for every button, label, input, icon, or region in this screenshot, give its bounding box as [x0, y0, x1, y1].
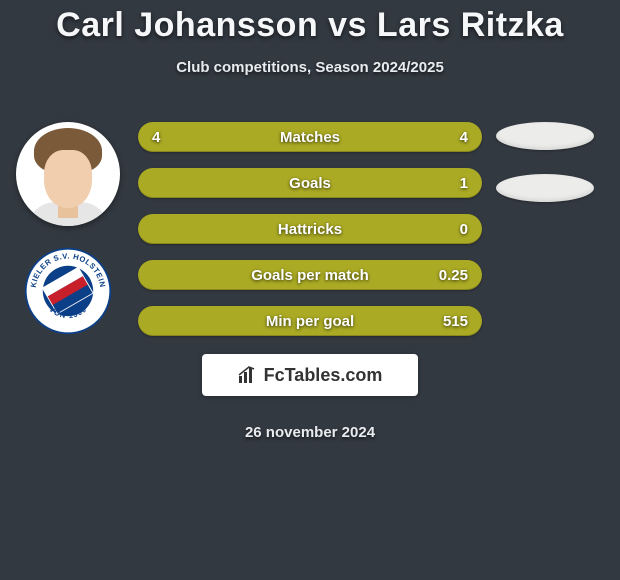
page-date: 26 november 2024 [0, 424, 620, 441]
stat-row-hattricks: Hattricks 0 [138, 214, 482, 244]
stat-row-goals: Goals 1 [138, 168, 482, 198]
watermark-text: FcTables.com [264, 365, 383, 386]
stat-row-goals-per-match: Goals per match 0.25 [138, 260, 482, 290]
stat-right-value: 0.25 [439, 260, 468, 290]
stat-right-value: 1 [460, 168, 468, 198]
stat-right-value: 4 [460, 122, 468, 152]
watermark: FcTables.com [202, 354, 418, 396]
right-player-column [496, 122, 606, 226]
stat-label: Matches [138, 122, 482, 152]
stat-row-min-per-goal: Min per goal 515 [138, 306, 482, 336]
stat-right-value: 0 [460, 214, 468, 244]
player-ellipse-right-2 [496, 174, 594, 202]
club-badge-svg: KIELER S.V. HOLSTEIN VON 1900 [23, 246, 113, 336]
player-ellipse-right-1 [496, 122, 594, 150]
player-face [44, 150, 92, 208]
stat-label: Goals [138, 168, 482, 198]
stat-label: Min per goal [138, 306, 482, 336]
stat-row-matches: 4 Matches 4 [138, 122, 482, 152]
club-badge-left: KIELER S.V. HOLSTEIN VON 1900 [23, 246, 113, 336]
stat-label: Hattricks [138, 214, 482, 244]
stat-label: Goals per match [138, 260, 482, 290]
stat-bars: 4 Matches 4 Goals 1 Hattricks 0 Goals pe… [138, 122, 482, 352]
player-photo-left [16, 122, 120, 226]
left-player-column: KIELER S.V. HOLSTEIN VON 1900 [8, 122, 128, 336]
bar-chart-icon [238, 366, 258, 384]
page-subtitle: Club competitions, Season 2024/2025 [0, 59, 620, 76]
comparison-infographic: Carl Johansson vs Lars Ritzka Club compe… [0, 0, 620, 580]
stat-left-value: 4 [152, 122, 160, 152]
page-title: Carl Johansson vs Lars Ritzka [0, 0, 620, 45]
stat-right-value: 515 [443, 306, 468, 336]
